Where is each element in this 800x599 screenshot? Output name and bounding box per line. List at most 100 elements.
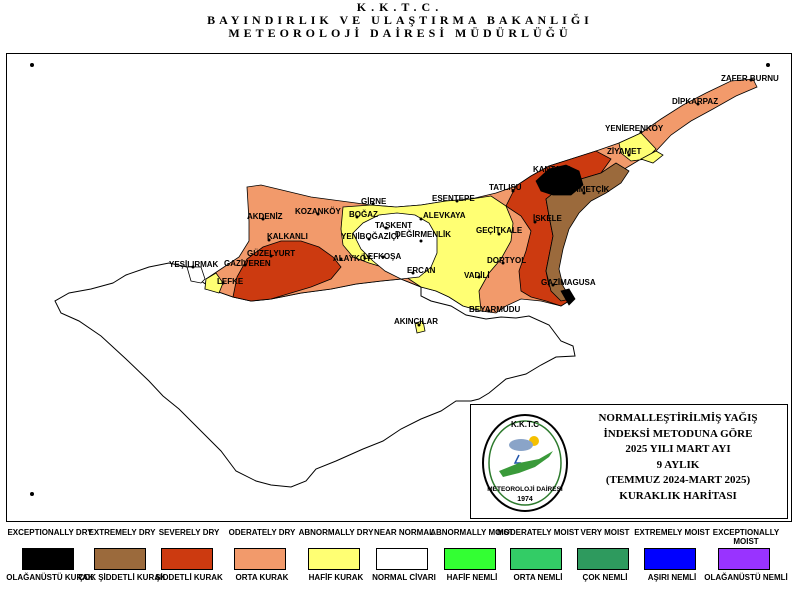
meteorology-logo: K.K.T.C METEOROLOJİ DAİRESİ 1974 — [482, 414, 568, 512]
place-label: GİRNE — [361, 197, 387, 206]
place-label: GAZİVEREN — [224, 259, 271, 268]
place-label: ERCAN — [407, 266, 436, 275]
info-line: 9 AYLIK — [656, 458, 700, 471]
corner-marker — [766, 63, 770, 67]
legend-item: SEVERELY DRY ŞİDDETLİ KURAK — [145, 526, 233, 599]
info-line: 2025 YILI MART AYI — [625, 443, 731, 455]
legend-label-tr: HAFİF NEMLİ — [446, 573, 498, 582]
place-label: ZAFER BURNU — [721, 74, 779, 83]
info-box: K.K.T.C METEOROLOJİ DAİRESİ 1974 NORMALL… — [470, 404, 788, 519]
legend-swatch — [510, 548, 562, 570]
legend-item: EXCEPTIONALLY DRY OLAĞANÜSTÜ KURAK — [6, 526, 94, 599]
place-label: ESENTEPE — [432, 194, 475, 203]
place-label: DEĞİRMENLİK — [395, 230, 451, 239]
region-abnormal-dry-karpaz — [639, 150, 664, 164]
svg-text:METEOROLOJİ DAİRESİ: METEOROLOJİ DAİRESİ — [487, 485, 563, 493]
legend-item: NEAR NORMAL NORMAL CİVARI — [360, 526, 448, 599]
map-frame: ZAFER BURNU DİPKARPAZ YENİERENKÖY ZİYAME… — [6, 53, 792, 522]
info-line: (TEMMUZ 2024-MART 2025) — [605, 474, 751, 486]
legend-label-tr: ORTA NEMLİ — [513, 573, 563, 582]
legend-label-en: ABNORMALLY DRY — [298, 528, 374, 537]
legend-item: ODERATELY DRY ORTA KURAK — [218, 526, 306, 599]
legend-label-tr: HAFİF KURAK — [308, 573, 364, 582]
place-label: ZİYAMET — [607, 147, 641, 156]
header-line-2: BAYINDIRLIK VE ULAŞTIRMA BAKANLIĞI — [207, 13, 593, 27]
region-exceptional-dry-gazimagusa — [560, 288, 576, 306]
region-severe-dry-west — [232, 240, 342, 302]
place-label: YENİBOĞAZİÇİ — [341, 232, 399, 241]
info-text: NORMALLEŞTİRİLMİŞ YAĞIŞ İNDEKSİ METODUNA… — [571, 411, 785, 504]
region-near-normal — [352, 212, 438, 280]
corner-marker — [30, 63, 34, 67]
legend-swatch — [94, 548, 146, 570]
place-label: YENİERENKÖY — [605, 124, 664, 133]
place-label: DORTYOL — [487, 256, 526, 265]
info-line: İNDEKSİ METODUNA GÖRE — [603, 427, 753, 440]
legend-item: MODERATELY MOIST ORTA NEMLİ — [494, 526, 582, 599]
legend-label-en: EXCEPTIONALLY DRY — [7, 528, 93, 537]
legend-label-en: ODERATELY DRY — [228, 528, 296, 537]
place-label: BOĞAZ — [349, 210, 378, 219]
legend-label-en: EXTREMELY MOIST — [634, 528, 710, 537]
header: K.K.T.C. BAYINDIRLIK VE ULAŞTIRMA BAKANL… — [0, 0, 800, 40]
info-line: KURAKLIK HARİTASI — [619, 489, 737, 502]
svg-text:K.K.T.C: K.K.T.C — [511, 420, 539, 429]
legend-label-en: ABNORMALLY MOIST — [430, 528, 514, 537]
island-silhouette-icon — [499, 451, 553, 477]
drought-map[interactable]: ZAFER BURNU DİPKARPAZ YENİERENKÖY ZİYAME… — [7, 54, 791, 521]
place-label: AKDENİZ — [247, 212, 283, 221]
legend-swatch — [234, 548, 286, 570]
legend-swatch — [718, 548, 770, 570]
place-label: TATLISU — [489, 183, 522, 192]
place-label: GEÇİTKALE — [476, 226, 523, 235]
place-label: GAZİMAGUSA — [541, 278, 596, 287]
legend-item: VERY MOIST ÇOK NEMLİ — [561, 526, 649, 599]
place-label: LEFKE — [217, 277, 244, 286]
legend-item: ABNORMALLY DRY HAFİF KURAK — [292, 526, 380, 599]
corner-marker — [30, 492, 34, 496]
place-label: TAŞKENT — [375, 221, 412, 230]
legend-swatch — [308, 548, 360, 570]
place-label: AKINCILAR — [394, 317, 438, 326]
place-label: KANTARA — [533, 165, 572, 174]
place-label: BEYARMUDU — [469, 305, 520, 314]
legend-label-en: SEVERELY DRY — [158, 528, 220, 537]
region-near-normal-yesilirmak — [186, 266, 206, 284]
legend-label-tr: AŞIRI NEMLİ — [647, 573, 697, 582]
info-line: NORMALLEŞTİRİLMİŞ YAĞIŞ — [598, 412, 758, 424]
place-label: YEŞİLIRMAK — [169, 260, 219, 269]
legend-label-en: NEAR NORMAL — [374, 528, 434, 537]
place-label: ALAYKÖY — [333, 254, 372, 263]
legend-label-tr: ORTA KURAK — [235, 573, 289, 582]
legend-swatch — [644, 548, 696, 570]
legend-label-en: EXTREMELY DRY — [88, 528, 156, 537]
legend-label-en: MODERATELY MOIST — [496, 528, 580, 537]
station-dots — [191, 78, 753, 327]
legend-swatch — [22, 548, 74, 570]
legend-label-tr: ÇOK ŞİDDETLİ KURAK — [78, 573, 166, 582]
place-label: GÜZELYURT — [247, 249, 295, 258]
region-abnormal-dry-akincilar — [414, 320, 426, 334]
place-label: DİPKARPAZ — [672, 97, 718, 106]
region-abnormal-dry-lefke — [204, 272, 224, 294]
region-extreme-dry-east — [545, 162, 630, 302]
legend-label-tr: NORMAL CİVARI — [372, 573, 436, 582]
legend-label-tr: OLAĞANÜSTÜ KURAK — [6, 573, 94, 582]
svg-text:1974: 1974 — [517, 496, 533, 503]
legend-label-en: VERY MOIST — [580, 528, 630, 537]
header-line-1: K.K.T.C. — [356, 0, 444, 14]
place-label: İSKELE — [533, 214, 563, 223]
legend-label-tr: ŞİDDETLİ KURAK — [155, 573, 223, 582]
legend-swatch — [376, 548, 428, 570]
legend-swatch — [444, 548, 496, 570]
cloud-icon — [509, 439, 533, 451]
legend: EXCEPTIONALLY DRY OLAĞANÜSTÜ KURAK EXTRE… — [0, 526, 800, 599]
legend-item: EXTREMELY MOIST AŞIRI NEMLİ — [628, 526, 716, 599]
legend-item: ABNORMALLY MOIST HAFİF NEMLİ — [428, 526, 516, 599]
place-label: KALKANLI — [267, 232, 308, 241]
legend-label-tr: ÇOK NEMLİ — [582, 573, 628, 582]
place-label: VADİLİ — [464, 271, 490, 280]
region-exceptional-dry — [535, 164, 584, 196]
legend-item: EXCEPTIONALLY MOIST OLAĞANÜSTÜ NEMLİ — [702, 526, 790, 599]
legend-swatch — [161, 548, 213, 570]
